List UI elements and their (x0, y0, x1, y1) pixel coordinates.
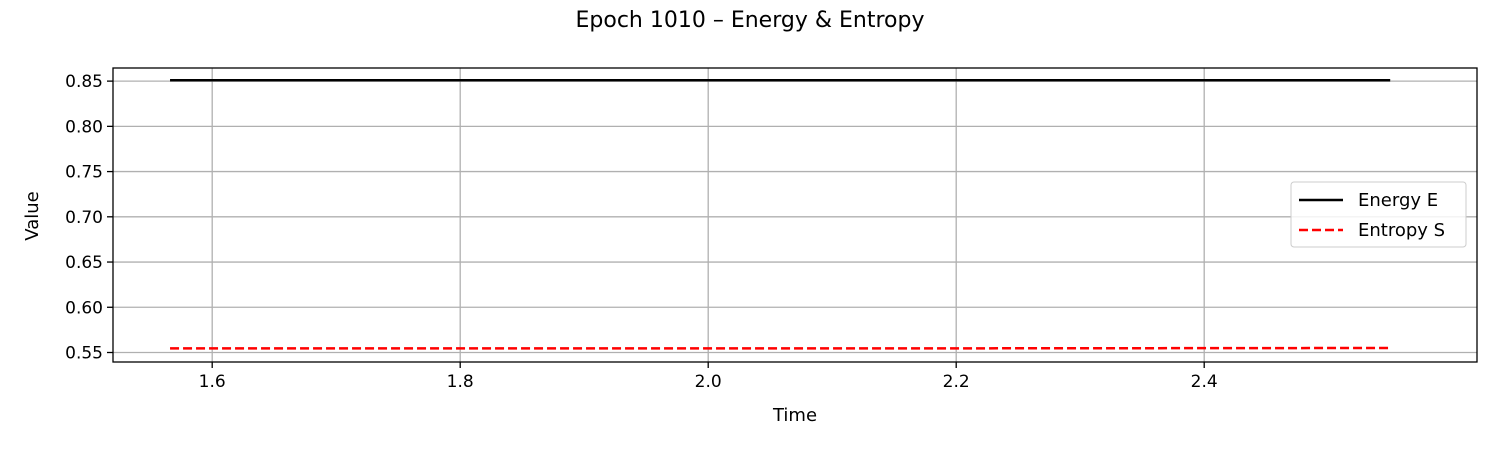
chart-title: Epoch 1010 – Energy & Entropy (576, 8, 925, 33)
series-layer (170, 80, 1390, 348)
y-tick-label: 0.65 (65, 253, 103, 273)
grid-layer (113, 68, 1477, 362)
x-tick-label: 1.6 (199, 372, 226, 392)
x-tick-label: 1.8 (447, 372, 474, 392)
y-tick-label: 0.85 (65, 72, 103, 92)
y-axis-label: Value (22, 191, 43, 240)
x-tick-label: 2.2 (943, 372, 970, 392)
legend: Energy E Entropy S (1291, 182, 1466, 247)
legend-label-entropy: Entropy S (1358, 220, 1445, 241)
y-tick-label: 0.75 (65, 163, 103, 183)
plot-frame (113, 68, 1477, 362)
ticks-layer: 1.6 1.8 2.0 2.2 2.4 0.55 0.60 0.65 0.70 0.75 0.80 0… (65, 72, 1218, 392)
y-tick-label: 0.60 (65, 298, 103, 318)
x-tick-label: 2.0 (695, 372, 722, 392)
y-tick-label: 0.55 (65, 344, 103, 364)
y-tick-label: 0.70 (65, 208, 103, 228)
x-tick-label: 2.4 (1191, 372, 1218, 392)
legend-label-energy: Energy E (1358, 190, 1438, 211)
x-axis-label: Time (772, 405, 817, 426)
y-tick-label: 0.80 (65, 117, 103, 137)
